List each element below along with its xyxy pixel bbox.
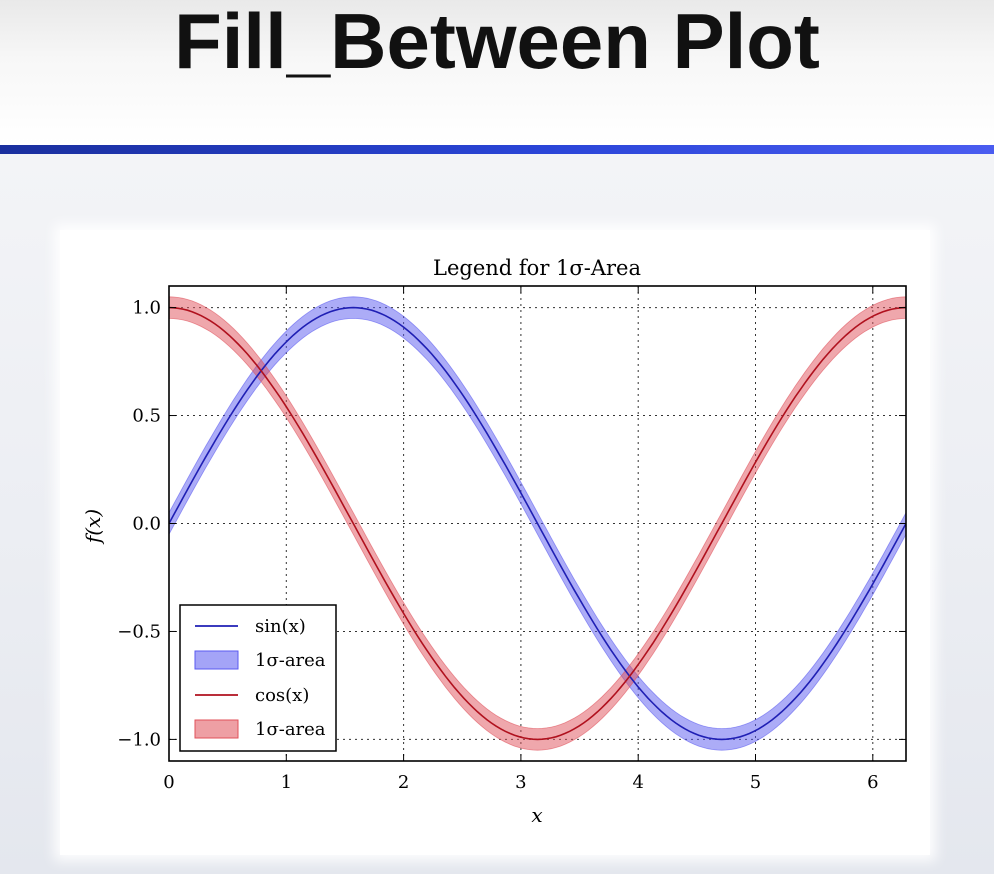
x-tick-label: 2 bbox=[398, 772, 409, 793]
y-tick-label: −1.0 bbox=[117, 729, 161, 750]
legend-label: 1σ-area bbox=[255, 719, 326, 740]
slide-title: Fill_Between Plot bbox=[174, 0, 820, 85]
legend-swatch-patch bbox=[194, 719, 239, 739]
series-line-sin bbox=[168, 306, 907, 741]
slide-header bbox=[0, 0, 994, 145]
legend-label: sin(x) bbox=[255, 616, 306, 637]
legend-swatch-patch bbox=[194, 650, 239, 670]
y-tick-label: 1.0 bbox=[132, 298, 161, 319]
x-tick-label: 3 bbox=[515, 772, 526, 793]
chart-figure: Legend for 1σ-Area 0 1 2 3 4 5 6 1.0 0.5 0.0 −0.5 −… bbox=[60, 230, 930, 855]
y-tick-label: 0.0 bbox=[132, 514, 161, 535]
series-line-cos bbox=[168, 306, 907, 741]
axis-ticks: 0 1 2 3 4 5 6 1.0 0.5 0.0 −0.5 −1.0 bbox=[117, 286, 906, 793]
x-tick-label: 4 bbox=[632, 772, 643, 793]
legend-label: 1σ-area bbox=[255, 650, 326, 671]
x-tick-label: 6 bbox=[867, 772, 878, 793]
chart-legend: sin(x) 1σ-area cos(x) 1σ-area bbox=[179, 604, 337, 752]
legend-label: cos(x) bbox=[255, 685, 309, 706]
x-tick-label: 5 bbox=[750, 772, 761, 793]
y-tick-label: 0.5 bbox=[132, 406, 161, 427]
series-lines bbox=[168, 306, 907, 741]
x-tick-label: 0 bbox=[163, 772, 174, 793]
x-tick-label: 1 bbox=[281, 772, 292, 793]
title-divider bbox=[0, 145, 994, 154]
chart-svg: Legend for 1σ-Area 0 1 2 3 4 5 6 1.0 0.5 0.0 −0.5 −… bbox=[81, 256, 907, 827]
x-axis-label: x bbox=[531, 803, 542, 827]
y-tick-label: −0.5 bbox=[117, 621, 161, 642]
chart-title: Legend for 1σ-Area bbox=[433, 256, 641, 280]
y-axis-label: f(x) bbox=[81, 509, 105, 545]
